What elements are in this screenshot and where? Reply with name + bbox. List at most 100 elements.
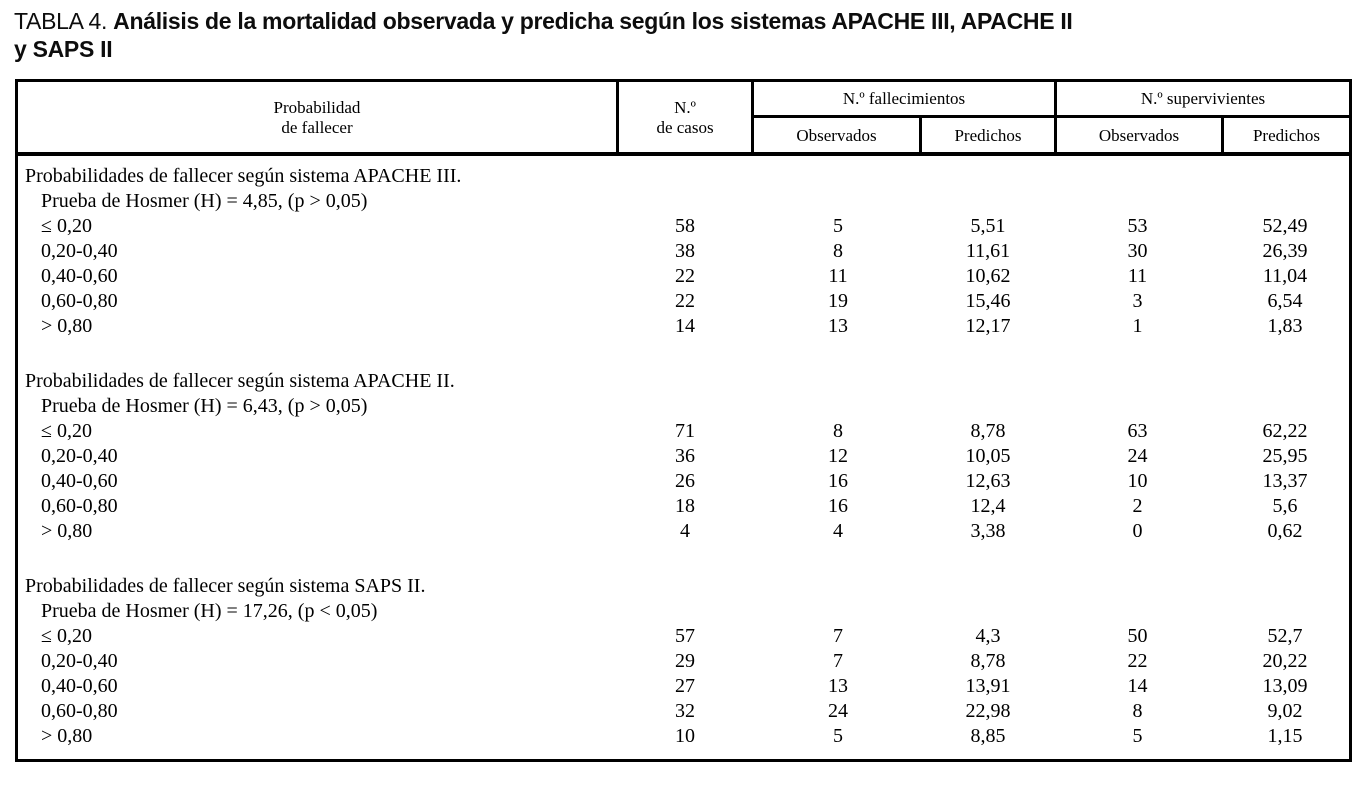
survivors-predicted-cell: 5,6 [1272, 495, 1298, 517]
probability-range-label: 0,40-0,60 [41, 265, 118, 287]
survivors-observed-cell: 8 [1132, 700, 1143, 722]
deaths-predicted-cell: 8,85 [970, 725, 1006, 747]
table-row: 0,20-0,40 36 12 10,05 24 25,95 [18, 444, 1349, 469]
deaths-observed-cell: 7 [833, 650, 843, 672]
survivors-predicted-cell: 11,04 [1262, 265, 1308, 287]
probability-range-label: 0,60-0,80 [41, 495, 118, 517]
deaths-observed-cell: 8 [833, 420, 843, 442]
survivors-predicted-cell: 1,83 [1267, 315, 1303, 337]
cases-cell: 38 [675, 240, 695, 262]
probability-range-label: 0,20-0,40 [41, 240, 118, 262]
survivors-predicted-cell: 52,7 [1267, 625, 1303, 647]
survivors-predicted-cell: 25,95 [1262, 445, 1308, 467]
header-fallecimientos-subrow: Observados Predichos [754, 118, 1054, 153]
survivors-predicted-cell: 52,49 [1262, 215, 1308, 237]
table-row: 0,60-0,80 18 16 12,4 2 5,6 [18, 494, 1349, 519]
deaths-observed-cell: 5 [833, 215, 843, 237]
deaths-observed-cell: 8 [833, 240, 843, 262]
deaths-predicted-cell: 8,78 [970, 420, 1006, 442]
deaths-predicted-cell: 10,62 [965, 265, 1011, 287]
section-rows: ≤ 0,20 57 7 4,3 50 52,7 0,20-0,40 29 7 8… [18, 624, 1349, 749]
deaths-predicted-cell: 11,61 [965, 240, 1011, 262]
survivors-observed-cell: 22 [1127, 650, 1148, 672]
probability-range-label: > 0,80 [41, 315, 93, 337]
survivors-observed-cell: 5 [1132, 725, 1143, 747]
table-row: ≤ 0,20 58 5 5,51 53 52,49 [18, 214, 1349, 239]
cases-cell: 10 [675, 725, 695, 747]
section-hosmer-test: Prueba de Hosmer (H) = 4,85, (p > 0,05) [41, 190, 368, 212]
table-body: Probabilidades de fallecer según sistema… [18, 156, 1349, 757]
header-group-supervivientes: N.º supervivientes Observados Predichos [1054, 82, 1349, 153]
survivors-observed-cell: 0 [1132, 520, 1143, 542]
header-probabilidad-line1: Probabilidad [273, 97, 361, 117]
cases-cell: 18 [675, 495, 695, 517]
cases-cell: 71 [675, 420, 695, 442]
table-row: > 0,80 10 5 8,85 5 1,15 [18, 724, 1349, 749]
deaths-predicted-cell: 3,38 [970, 520, 1006, 542]
probability-range-label: 0,40-0,60 [41, 470, 118, 492]
deaths-predicted-cell: 13,91 [965, 675, 1011, 697]
deaths-predicted-cell: 8,78 [970, 650, 1006, 672]
header-numero-de-casos: N.º de casos [616, 82, 754, 153]
header-casos-line2: de casos [656, 117, 714, 137]
deaths-observed-cell: 7 [833, 625, 843, 647]
cases-cell: 4 [680, 520, 690, 542]
survivors-observed-cell: 30 [1127, 240, 1148, 262]
header-casos-text: N.º de casos [656, 98, 713, 138]
survivors-predicted-cell: 1,15 [1267, 725, 1303, 747]
deaths-predicted-cell: 12,63 [965, 470, 1011, 492]
survivors-predicted-cell: 6,54 [1267, 290, 1303, 312]
header-supervivientes-subrow: Observados Predichos [1057, 118, 1349, 153]
table-caption-number: TABLA 4. [14, 8, 108, 34]
table-row: > 0,80 14 13 12,17 1 1,83 [18, 314, 1349, 339]
header-casos-line1: N.º [674, 97, 696, 117]
survivors-predicted-cell: 13,09 [1262, 675, 1308, 697]
table-row: 0,20-0,40 29 7 8,78 22 20,22 [18, 649, 1349, 674]
section-apache-iii: Probabilidades de fallecer según sistema… [18, 164, 1349, 339]
probability-range-label: 0,60-0,80 [41, 700, 118, 722]
probability-range-label: 0,20-0,40 [41, 650, 118, 672]
probability-range-label: ≤ 0,20 [41, 420, 92, 442]
survivors-observed-cell: 14 [1127, 675, 1148, 697]
deaths-observed-cell: 16 [828, 495, 848, 517]
survivors-observed-cell: 24 [1127, 445, 1148, 467]
survivors-predicted-cell: 20,22 [1262, 650, 1308, 672]
deaths-observed-cell: 24 [828, 700, 848, 722]
header-fallecimientos-observados: Observados [754, 118, 922, 153]
section-apache-ii: Probabilidades de fallecer según sistema… [18, 369, 1349, 544]
deaths-observed-cell: 5 [833, 725, 843, 747]
deaths-predicted-cell: 12,4 [970, 495, 1006, 517]
cases-cell: 22 [675, 290, 695, 312]
probability-range-label: 0,40-0,60 [41, 675, 118, 697]
deaths-predicted-cell: 22,98 [965, 700, 1011, 722]
cases-cell: 26 [675, 470, 695, 492]
probability-range-label: 0,60-0,80 [41, 290, 118, 312]
table-header: Probabilidad de fallecer N.º de casos N.… [18, 82, 1349, 156]
deaths-predicted-cell: 5,51 [970, 215, 1006, 237]
section-hosmer-test: Prueba de Hosmer (H) = 17,26, (p < 0,05) [41, 600, 378, 622]
survivors-observed-cell: 3 [1132, 290, 1143, 312]
deaths-observed-cell: 11 [828, 265, 848, 287]
deaths-observed-cell: 12 [828, 445, 848, 467]
survivors-observed-cell: 11 [1127, 265, 1148, 287]
survivors-observed-cell: 53 [1127, 215, 1148, 237]
probability-range-label: 0,20-0,40 [41, 445, 118, 467]
section-saps-ii: Probabilidades de fallecer según sistema… [18, 574, 1349, 749]
header-probabilidad-text: Probabilidad de fallecer [274, 98, 361, 138]
deaths-predicted-cell: 10,05 [965, 445, 1011, 467]
table-row: 0,20-0,40 38 8 11,61 30 26,39 [18, 239, 1349, 264]
survivors-observed-cell: 1 [1132, 315, 1143, 337]
survivors-predicted-cell: 62,22 [1262, 420, 1308, 442]
probability-range-label: > 0,80 [41, 520, 93, 542]
survivors-predicted-cell: 26,39 [1262, 240, 1308, 262]
section-title: Probabilidades de fallecer según sistema… [25, 370, 455, 392]
survivors-predicted-cell: 0,62 [1267, 520, 1303, 542]
deaths-predicted-cell: 15,46 [965, 290, 1011, 312]
survivors-predicted-cell: 9,02 [1267, 700, 1303, 722]
cases-cell: 32 [675, 700, 695, 722]
table-caption-text-line1: Análisis de la mortalidad observada y pr… [113, 8, 1073, 34]
table-caption-text-line2: y SAPS II [14, 36, 113, 62]
probability-range-label: ≤ 0,20 [41, 215, 92, 237]
header-fallecimientos-predichos: Predichos [954, 125, 1022, 145]
